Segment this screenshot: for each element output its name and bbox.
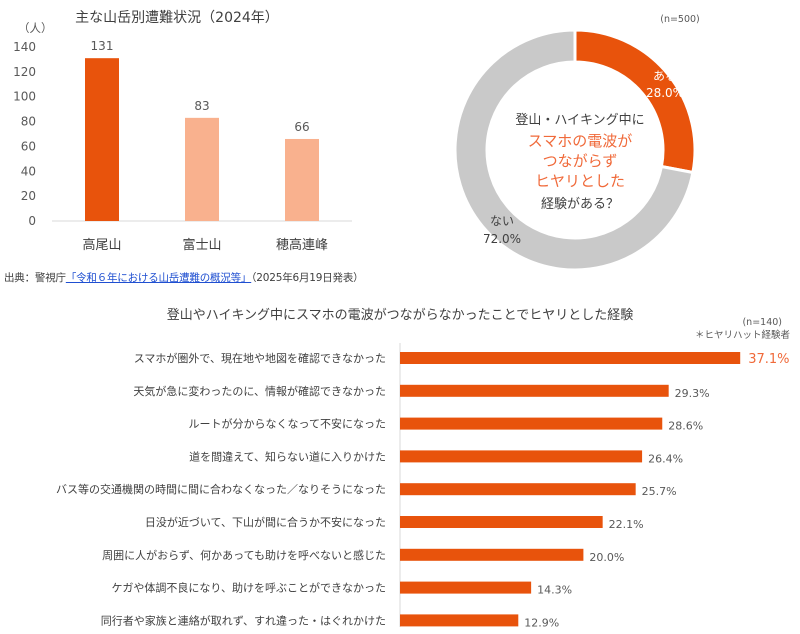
bar-value-label: 66 <box>294 120 309 134</box>
hbar-category-label: 周囲に人がおらず、何かあっても助けを呼べないと感じた <box>102 548 386 562</box>
bar-category-label: 穂高連峰 <box>276 237 328 253</box>
hbar-value-label: 14.3% <box>537 584 572 597</box>
donut-question-line-2: スマホの電波が <box>528 132 633 150</box>
source-prefix: 出典：警視庁 <box>4 272 66 284</box>
donut-label-no: ない <box>490 214 514 228</box>
source-suffix: （2025年6月19日発表） <box>251 272 364 284</box>
hbar-value-labels: 37.1% 29.3% 28.6% 26.4% 25.7% 22.1% 20.0% 14.3%… <box>524 352 789 629</box>
bar-y-tick-label: 100 <box>13 90 36 104</box>
donut-question-line-4: ヒヤリとした <box>535 172 625 190</box>
bar-y-tick-label: 60 <box>21 139 36 153</box>
donut-question-line-5: 経験がある？ <box>541 197 619 212</box>
hbar-4 <box>400 450 643 463</box>
hbar-value-label: 25.7% <box>642 485 677 498</box>
hbar-value-label: 37.1% <box>748 352 789 367</box>
hbar-category-label: スマホが圏外で、現在地や地図を確認できなかった <box>134 351 386 365</box>
donut-label-yes: ある <box>653 69 677 83</box>
donut-value-yes: 28.0% <box>646 86 684 100</box>
hbar-bars <box>400 352 741 627</box>
hbar-sample-size: (n=140) <box>742 317 782 328</box>
hbar-value-label: 29.3% <box>675 387 710 400</box>
hbar-category-label: ケガや体調不良になり、助けを呼ぶことができなかった <box>111 581 386 595</box>
source-link[interactable]: 「令和６年における山岳遭難の概況等」 <box>65 272 252 284</box>
hbar-category-label: バス等の交通機関の時間に間に合わなくなった／なりそうになった <box>56 482 386 496</box>
hbar-category-label: 日没が近づいて、下山が間に合うか不安になった <box>145 515 386 529</box>
hbar-category-label: 同行者や家族と連絡が取れず、すれ違った・はぐれかけた <box>101 613 386 627</box>
bar-chart-title: 主な山岳別遭難状況（2024年） <box>75 10 279 26</box>
bar-value-label: 131 <box>91 39 114 53</box>
bar-chart: 主な山岳別遭難状況（2024年） （人） 020406080100120140 … <box>13 10 352 253</box>
bar-y-tick-label: 0 <box>28 214 36 228</box>
bar-3 <box>285 138 319 221</box>
bar-chart-y-ticks: 0 20 40 60 80 100 120 140 <box>13 40 36 228</box>
donut-question-line-1: 登山・ハイキング中に <box>515 113 644 128</box>
bar-category-label: 富士山 <box>182 237 221 253</box>
donut-slices <box>453 28 697 272</box>
bar-y-tick-label: 80 <box>21 115 36 129</box>
bar-2 <box>185 117 219 221</box>
hbar-8 <box>400 581 532 594</box>
hbar-9 <box>400 614 519 627</box>
hbar-5 <box>400 483 636 496</box>
hbar-note: ＊ヒヤリハット経験者 <box>695 329 790 341</box>
hbar-3 <box>400 417 663 430</box>
bar-chart-value-labels: 131 83 66 <box>91 39 310 134</box>
bar-y-tick-label: 40 <box>21 164 36 178</box>
hbar-2 <box>400 384 669 397</box>
hbar-1 <box>400 352 741 364</box>
hbar-category-label: ルートが分からなくなって不安になった <box>189 417 386 431</box>
bar-chart-category-labels: 高尾山 富士山 穂高連峰 <box>82 237 328 253</box>
hbar-value-label: 12.9% <box>524 616 559 629</box>
bar-y-tick-label: 120 <box>13 65 36 79</box>
bar-value-label: 83 <box>194 99 209 113</box>
donut-chart: (n=500) 登山・ハイキング中に スマホの電波が つながらず ヒヤリとした … <box>453 14 700 272</box>
bar-1 <box>85 58 119 221</box>
source-citation: 出典：警視庁「令和６年における山岳遭難の概況等」（2025年6月19日発表） <box>4 270 364 285</box>
bar-chart-unit-label: （人） <box>18 21 53 35</box>
donut-question-line-3: つながらず <box>543 152 618 170</box>
donut-sample-size: (n=500) <box>660 14 700 25</box>
donut-slice-2 <box>453 28 695 272</box>
hbar-value-label: 26.4% <box>648 452 683 465</box>
hbar-chart: 登山やハイキング中にスマホの電波がつながらなかったことでヒヤリとした経験 (n=… <box>56 308 790 629</box>
hbar-value-label: 28.6% <box>668 420 703 433</box>
donut-value-no: 72.0% <box>483 232 521 246</box>
hbar-category-labels: スマホが圏外で、現在地や地図を確認できなかった天気が急に変わったのに、情報が確認… <box>56 351 386 627</box>
bar-y-tick-label: 20 <box>21 189 36 203</box>
hbar-value-label: 20.0% <box>589 551 624 564</box>
bar-category-label: 高尾山 <box>82 237 121 253</box>
hbar-category-label: 天気が急に変わったのに、情報が確認できなかった <box>133 384 386 398</box>
bar-chart-bars <box>85 58 319 221</box>
hbar-6 <box>400 516 603 528</box>
hbar-7 <box>400 548 584 561</box>
hbar-category-label: 道を間違えて、知らない道に入りかけた <box>189 449 386 463</box>
hbar-chart-title: 登山やハイキング中にスマホの電波がつながらなかったことでヒヤリとした経験 <box>167 308 634 323</box>
hbar-value-label: 22.1% <box>609 518 644 531</box>
bar-y-tick-label: 140 <box>13 40 36 54</box>
